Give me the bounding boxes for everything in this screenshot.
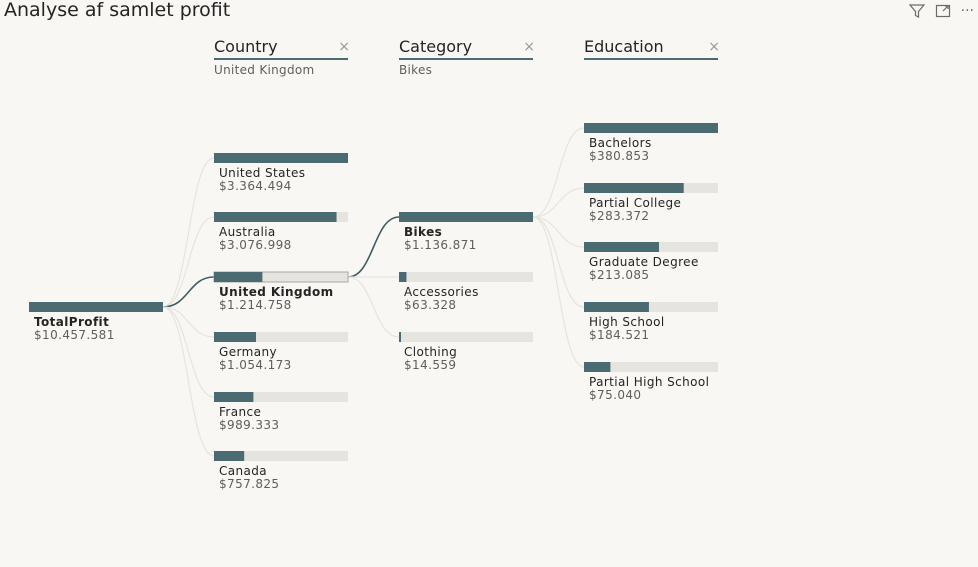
bar-track xyxy=(584,362,718,372)
node-label: France xyxy=(219,405,261,419)
tree-connector xyxy=(162,306,215,398)
bar xyxy=(214,451,245,461)
tree-node[interactable]: France$989.333 xyxy=(214,392,348,432)
tree-node[interactable]: Bikes$1.136.871 xyxy=(399,212,533,252)
tree-connector xyxy=(532,216,585,368)
level-selection: Bikes xyxy=(399,63,433,77)
bar xyxy=(214,272,263,282)
bar xyxy=(584,242,659,252)
tree-connector xyxy=(162,306,215,338)
node-label: Bikes xyxy=(404,225,442,239)
level-header-label: Category xyxy=(399,37,533,60)
node-value: $1.214.758 xyxy=(219,298,292,312)
bar-track xyxy=(214,332,348,342)
tree-connector xyxy=(162,276,215,308)
bar xyxy=(399,272,407,282)
close-icon[interactable]: × xyxy=(523,39,535,55)
focus-mode-icon[interactable] xyxy=(935,3,951,23)
node-label: Partial High School xyxy=(589,375,709,389)
close-icon[interactable]: × xyxy=(338,39,350,55)
level-header-education[interactable]: Education × xyxy=(584,37,720,63)
bar-track xyxy=(584,302,718,312)
tree-node[interactable]: Clothing$14.559 xyxy=(399,332,533,372)
filter-icon[interactable] xyxy=(908,3,925,23)
tree-node[interactable]: Graduate Degree$213.085 xyxy=(584,242,718,282)
tree-node[interactable]: United States$3.364.494 xyxy=(214,153,348,193)
tree-node[interactable]: Bachelors$380.853 xyxy=(584,123,718,163)
node-value: $283.372 xyxy=(589,209,649,223)
bar-track xyxy=(399,332,533,342)
node-label: Partial College xyxy=(589,196,681,210)
node-value: $10.457.581 xyxy=(34,328,115,342)
tree-connector xyxy=(532,187,585,218)
tree-node[interactable]: Australia$3.076.998 xyxy=(214,212,348,252)
bar xyxy=(399,332,401,342)
bar xyxy=(214,392,254,402)
level-header-label: Country xyxy=(214,37,348,60)
visual-title: Analyse af samlet profit xyxy=(4,0,231,21)
tree-node[interactable]: United Kingdom$1.214.758 xyxy=(213,271,349,312)
close-icon[interactable]: × xyxy=(708,39,720,55)
node-value: $14.559 xyxy=(404,358,456,372)
bar xyxy=(584,123,718,133)
node-label: High School xyxy=(589,315,665,329)
node-label: Accessories xyxy=(404,285,479,299)
tree-connector xyxy=(347,276,400,338)
node-label: Graduate Degree xyxy=(589,255,699,269)
node-label: Bachelors xyxy=(589,136,652,150)
tree-connector xyxy=(162,157,215,308)
node-label: Clothing xyxy=(404,345,457,359)
node-value: $3.076.998 xyxy=(219,238,292,252)
tree-node[interactable]: Canada$757.825 xyxy=(214,451,348,491)
bar xyxy=(584,302,649,312)
node-label: TotalProfit xyxy=(34,315,109,329)
bar xyxy=(29,302,163,312)
node-value: $989.333 xyxy=(219,418,279,432)
tree-connector xyxy=(162,306,215,457)
node-label: United Kingdom xyxy=(219,285,334,299)
tree-node[interactable]: Accessories$63.328 xyxy=(399,272,533,312)
node-label: Australia xyxy=(219,225,276,239)
level-header-country[interactable]: Country × United Kingdom xyxy=(214,37,350,77)
node-value: $213.085 xyxy=(589,268,649,282)
node-value: $184.521 xyxy=(589,328,649,342)
tree-connector xyxy=(532,127,585,218)
level-header-category[interactable]: Category × Bikes xyxy=(399,37,535,77)
node-label: Germany xyxy=(219,345,277,359)
bar xyxy=(214,332,256,342)
bar-track xyxy=(214,392,348,402)
node-value: $757.825 xyxy=(219,477,279,491)
bar xyxy=(584,362,611,372)
bar xyxy=(214,212,337,222)
bar-track xyxy=(399,272,533,282)
node-value: $1.136.871 xyxy=(404,238,477,252)
tree-connector xyxy=(347,216,400,278)
tree-connector xyxy=(532,216,585,248)
bar xyxy=(399,212,533,222)
level-selection: United Kingdom xyxy=(214,63,315,77)
node-label: Canada xyxy=(219,464,267,478)
visual-toolbar: ··· xyxy=(908,3,974,23)
level-header-label: Education xyxy=(584,37,718,60)
tree-node[interactable]: Partial High School$75.040 xyxy=(584,362,718,402)
node-value: $1.054.173 xyxy=(219,358,292,372)
more-options-icon[interactable]: ··· xyxy=(960,3,974,19)
node-label: United States xyxy=(219,166,305,180)
bar-track xyxy=(214,451,348,461)
node-value: $75.040 xyxy=(589,388,641,402)
tree-node[interactable]: Germany$1.054.173 xyxy=(214,332,348,372)
node-value: $3.364.494 xyxy=(219,179,292,193)
tree-connector xyxy=(532,216,585,308)
bar xyxy=(214,153,348,163)
tree-connector xyxy=(162,216,215,308)
tree-node[interactable]: High School$184.521 xyxy=(584,302,718,342)
tree-node[interactable]: Partial College$283.372 xyxy=(584,183,718,223)
tree-node[interactable]: TotalProfit$10.457.581 xyxy=(29,302,163,342)
bar xyxy=(584,183,684,193)
node-value: $63.328 xyxy=(404,298,456,312)
node-value: $380.853 xyxy=(589,149,649,163)
